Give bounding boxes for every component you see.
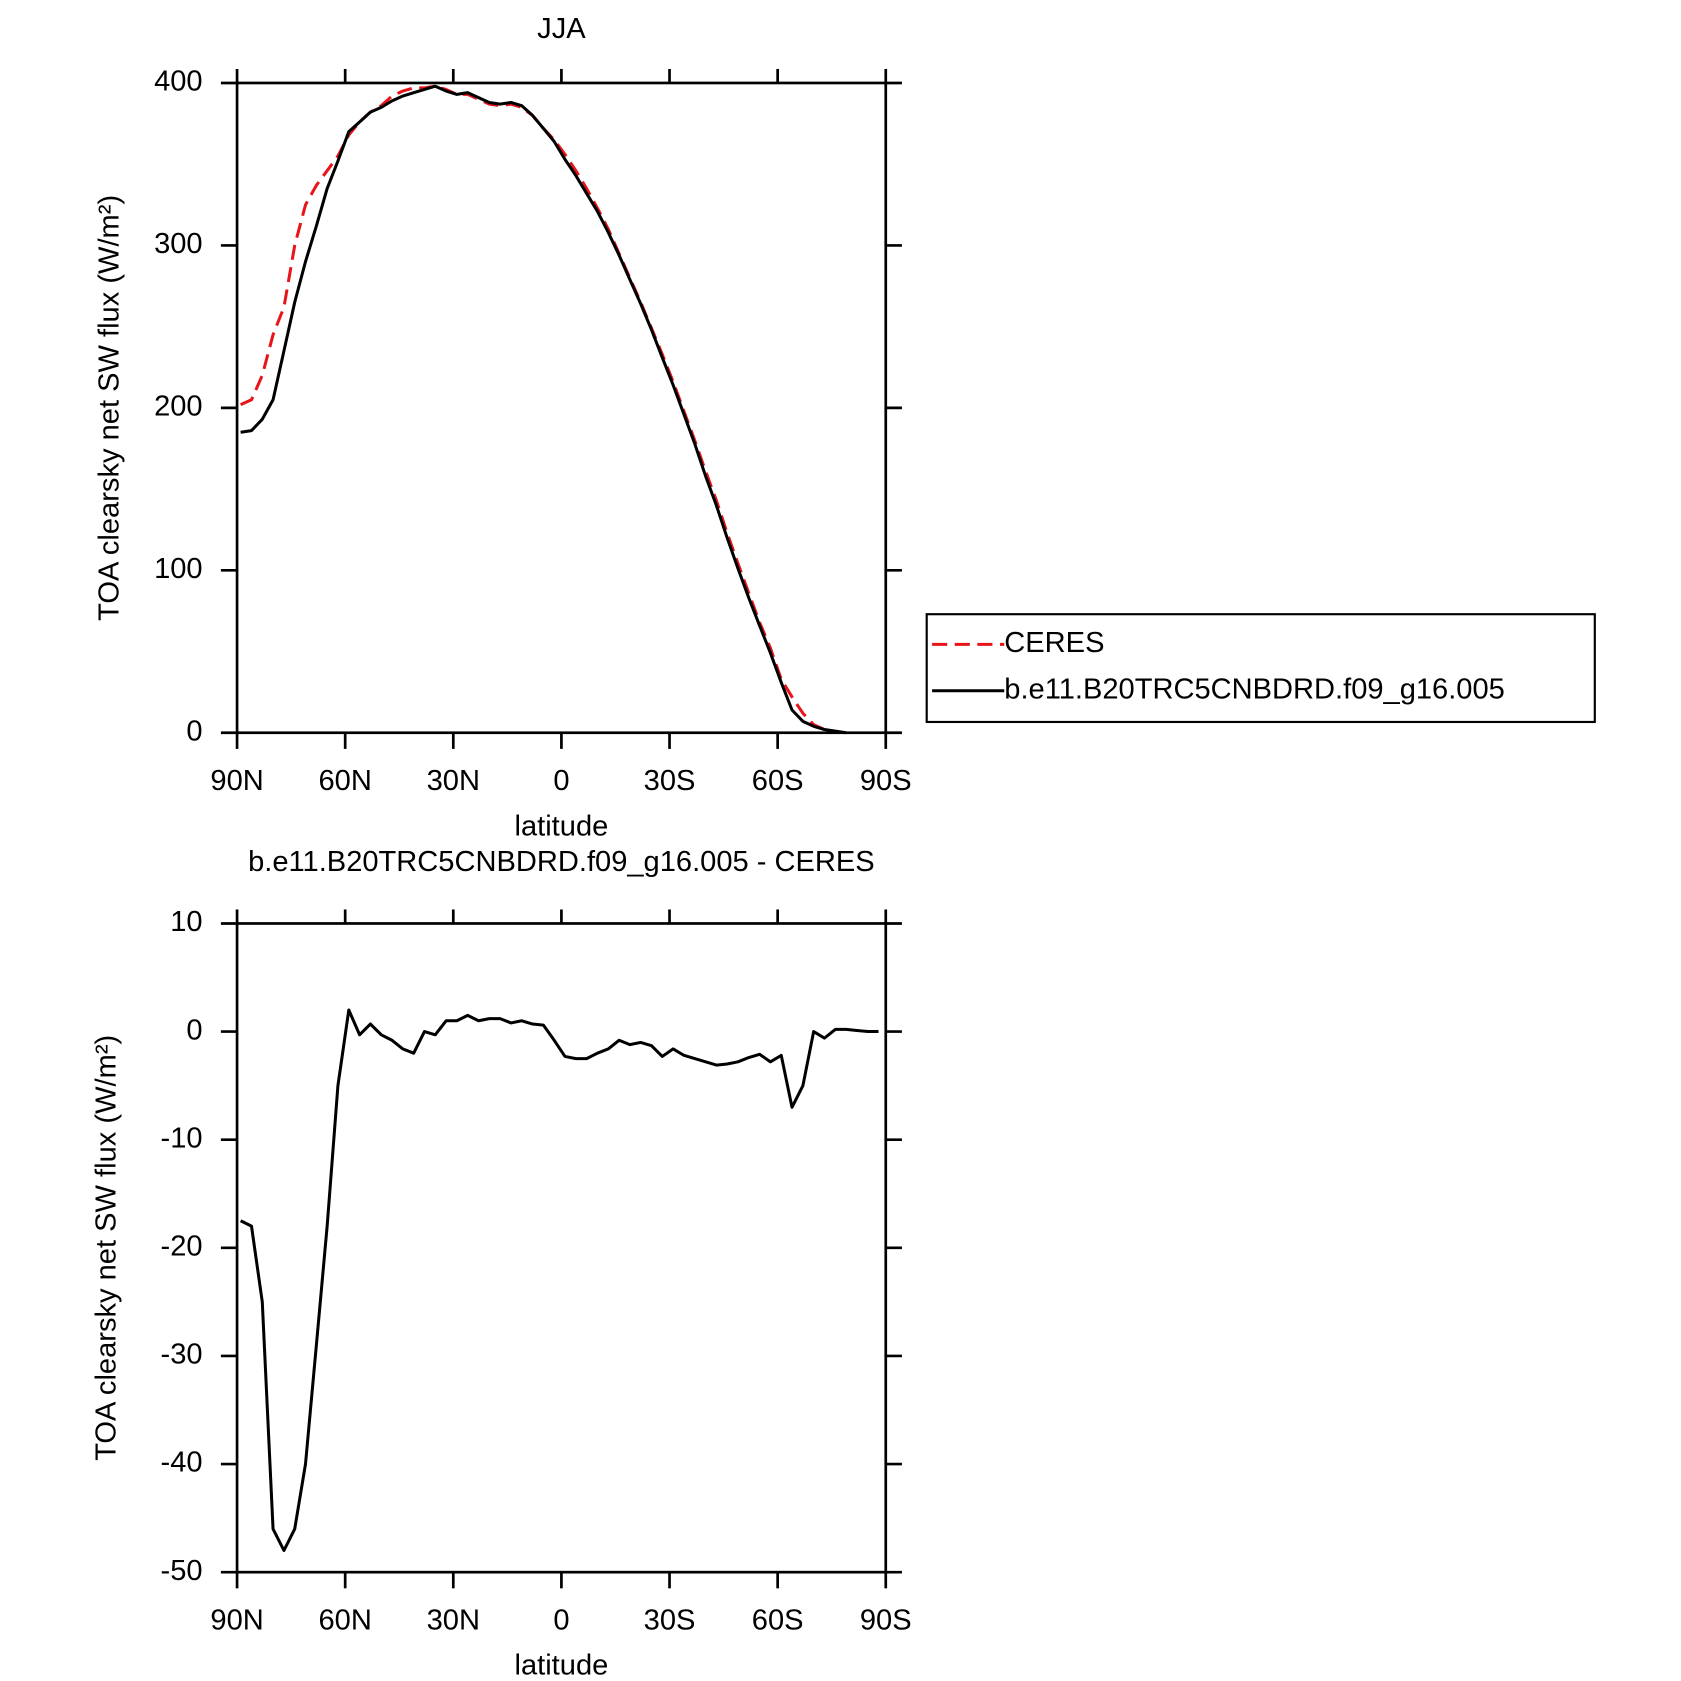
x-tick-label: 60S bbox=[752, 765, 804, 797]
x-tick-label: 30S bbox=[644, 765, 696, 797]
x-tick-label: 60S bbox=[752, 1604, 804, 1636]
y-tick-label: 0 bbox=[186, 715, 202, 747]
legend-label: CERES bbox=[1004, 627, 1104, 659]
x-tick-label: 60N bbox=[319, 1604, 372, 1636]
x-tick-label: 90N bbox=[210, 765, 263, 797]
x-tick-label: 90N bbox=[210, 1604, 263, 1636]
y-tick-label: -20 bbox=[161, 1231, 203, 1263]
y-tick-label: 200 bbox=[154, 391, 203, 423]
plot-frame bbox=[235, 81, 888, 735]
y-axis-label: TOA clearsky net SW flux (W/m²) bbox=[90, 1035, 122, 1461]
y-tick-label: 0 bbox=[186, 1014, 202, 1046]
x-tick-label: 90S bbox=[860, 1604, 912, 1636]
x-tick-label: 30S bbox=[644, 1604, 696, 1636]
y-tick-label: -10 bbox=[161, 1122, 203, 1154]
y-tick-label: 300 bbox=[154, 228, 203, 260]
data-line bbox=[239, 1008, 879, 1553]
y-tick-label: 100 bbox=[154, 553, 203, 585]
x-tick-label: 30N bbox=[427, 765, 480, 797]
y-axis-label: TOA clearsky net SW flux (W/m²) bbox=[94, 195, 126, 621]
plot-frame bbox=[235, 922, 888, 1574]
y-tick-label: 10 bbox=[170, 906, 202, 938]
x-tick-label: 30N bbox=[427, 1604, 480, 1636]
data-line bbox=[240, 84, 847, 735]
y-tick-label: -30 bbox=[161, 1339, 203, 1371]
chart-title: b.e11.B20TRC5CNBDRD.f09_g16.005 - CERES bbox=[248, 846, 875, 878]
x-tick-label: 90S bbox=[860, 765, 912, 797]
chart-title: JJA bbox=[537, 13, 586, 45]
y-tick-label: -50 bbox=[161, 1555, 203, 1587]
x-tick-label: 0 bbox=[553, 765, 569, 797]
y-tick-label: -40 bbox=[161, 1447, 203, 1479]
x-tick-label: 60N bbox=[319, 765, 372, 797]
x-axis-label: latitude bbox=[515, 1650, 609, 1681]
x-tick-label: 0 bbox=[553, 1604, 569, 1636]
legend-box bbox=[925, 613, 1596, 724]
y-tick-label: 400 bbox=[154, 66, 203, 98]
x-axis-label: latitude bbox=[515, 810, 609, 842]
legend-label: b.e11.B20TRC5CNBDRD.f09_g16.005 bbox=[1004, 673, 1505, 705]
